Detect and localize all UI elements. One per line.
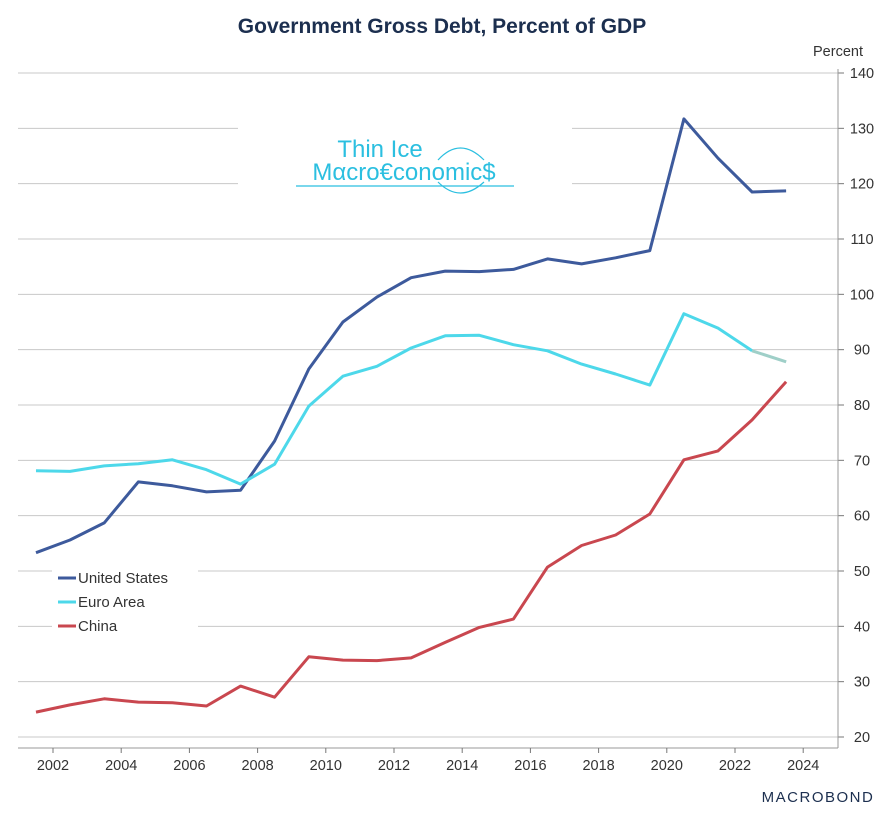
x-tick-label: 2008 <box>241 758 273 774</box>
y-tick-label: 80 <box>854 398 870 414</box>
y-tick-label: 60 <box>854 509 870 525</box>
legend-label: China <box>78 618 118 635</box>
x-tick-label: 2020 <box>651 758 683 774</box>
x-tick-label: 2024 <box>787 758 819 774</box>
logo-line1: Thin Ice <box>337 136 422 163</box>
y-tick-label: 40 <box>854 619 870 635</box>
x-tick-label: 2018 <box>582 758 614 774</box>
y-tick-label: 120 <box>850 177 874 193</box>
y-tick-label: 100 <box>850 287 874 303</box>
y-tick-label: 50 <box>854 564 870 580</box>
chart-title: Government Gross Debt, Percent of GDP <box>238 15 646 38</box>
thin-ice-logo: Thin Ice Mαcro€conomic$ <box>238 112 572 200</box>
x-tick-label: 2022 <box>719 758 751 774</box>
y-tick-label: 90 <box>854 343 870 359</box>
x-tick-label: 2006 <box>173 758 205 774</box>
y-axis-unit-label: Percent <box>813 44 863 60</box>
x-tick-label: 2014 <box>446 758 478 774</box>
legend: United States Euro Area China <box>52 566 198 638</box>
x-tick-label: 2016 <box>514 758 546 774</box>
series-forecast-euro-area <box>751 349 787 364</box>
y-tick-label: 130 <box>850 121 874 137</box>
y-tick-label: 70 <box>854 453 870 469</box>
x-tick-label: 2002 <box>37 758 69 774</box>
y-tick-label: 20 <box>854 730 870 746</box>
y-tick-label: 140 <box>850 66 874 82</box>
series-line-euro-area <box>35 312 753 486</box>
y-tick-label: 30 <box>854 675 870 691</box>
x-tick-label: 2010 <box>310 758 342 774</box>
x-tick-label: 2004 <box>105 758 137 774</box>
legend-label: United States <box>78 570 168 587</box>
logo-line2: Mαcro€conomic$ <box>312 159 495 186</box>
x-tick-label: 2012 <box>378 758 410 774</box>
y-tick-label: 110 <box>850 232 873 248</box>
legend-label: Euro Area <box>78 594 145 611</box>
series-line-china <box>35 380 788 714</box>
macrobond-logo: MACROBOND <box>762 789 875 806</box>
